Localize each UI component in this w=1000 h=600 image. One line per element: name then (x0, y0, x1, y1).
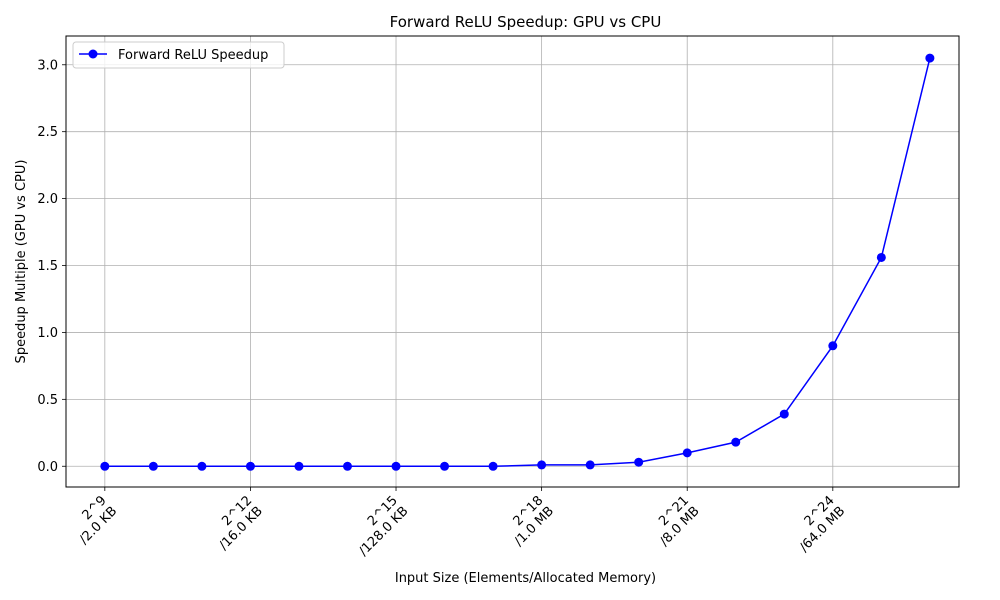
y-tick-label: 1.5 (37, 259, 58, 274)
data-point (779, 409, 789, 419)
y-tick-label: 0.5 (37, 393, 58, 408)
x-axis-label: Input Size (Elements/Allocated Memory) (395, 571, 656, 586)
grid-lines (66, 36, 959, 487)
y-tick-label: 0.0 (37, 460, 58, 475)
data-point (148, 461, 158, 471)
data-point (294, 461, 304, 471)
data-point (488, 461, 498, 471)
data-point (585, 460, 595, 470)
y-axis-ticks: 0.0 0.5 1.0 1.5 2.0 2.5 3.0 (37, 58, 66, 475)
y-tick-label: 3.0 (37, 58, 58, 73)
y-tick-label: 2.0 (37, 192, 58, 207)
legend-marker-swatch (88, 49, 98, 59)
plot-frame (65, 35, 960, 488)
y-tick-label: 1.0 (37, 326, 58, 341)
data-point (245, 461, 255, 471)
data-point (682, 448, 692, 458)
data-point (440, 461, 450, 471)
data-point (342, 461, 352, 471)
data-point (925, 53, 935, 63)
data-point (537, 460, 547, 470)
data-point (197, 461, 207, 471)
data-point (634, 457, 644, 467)
data-point (391, 461, 401, 471)
series-layer (100, 53, 935, 471)
y-tick-label: 2.5 (37, 125, 58, 140)
legend-box (72, 41, 285, 69)
data-point (731, 437, 741, 447)
legend-label: Forward ReLU Speedup (118, 48, 268, 63)
chart-title: Forward ReLU Speedup: GPU vs CPU (390, 13, 662, 31)
y-axis-label: Speedup Multiple (GPU vs CPU) (14, 160, 29, 364)
data-point (828, 341, 838, 351)
legend: Forward ReLU Speedup (72, 41, 285, 69)
series-line (104, 57, 931, 468)
data-point (876, 252, 886, 262)
data-point (100, 461, 110, 471)
